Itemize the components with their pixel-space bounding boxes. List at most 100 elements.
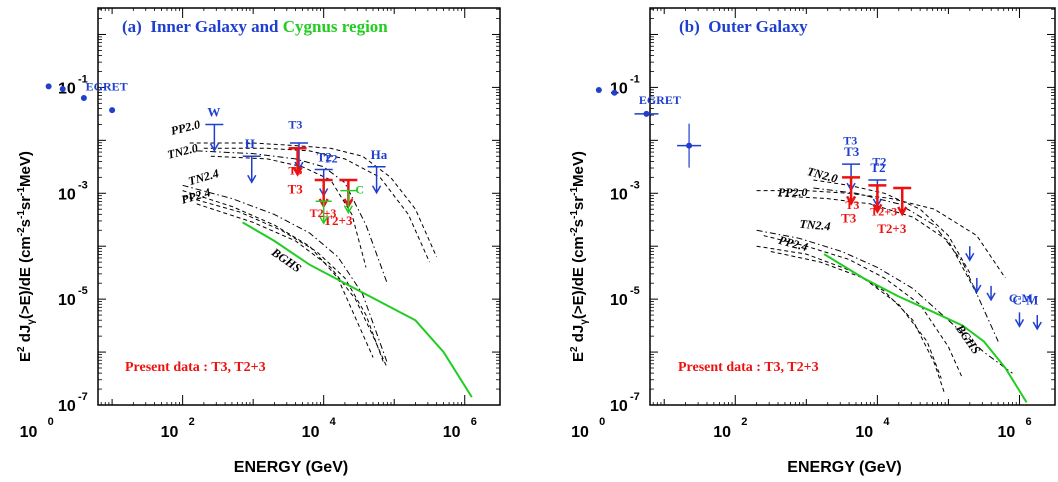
- y-axis-label-part: -1: [569, 187, 580, 196]
- x-tick-exponent: 2: [741, 416, 747, 428]
- egret-point: [45, 83, 52, 90]
- model-label: C-M: [1009, 291, 1033, 305]
- upper-limit-arrowhead: [247, 174, 257, 184]
- y-axis-label-part: dJ: [17, 325, 34, 347]
- plot-frame: [97, 7, 501, 406]
- upper-limit-label: T3: [288, 181, 304, 196]
- upper-limit-arrowhead: [872, 203, 883, 214]
- y-tick-exponent: -3: [630, 179, 640, 191]
- y-axis-label-part: sr: [17, 196, 34, 210]
- model-curve-pp2-4b: [770, 251, 942, 379]
- upper-limit-label: T2: [317, 149, 332, 164]
- model-label: PP2.4: [180, 185, 212, 207]
- model-label: T2+3: [310, 206, 337, 220]
- x-tick-label: 10: [302, 424, 320, 441]
- y-tick-exponent: -3: [78, 179, 88, 191]
- y-tick-label: 10: [610, 398, 628, 415]
- y-axis-label-part: -2: [16, 227, 27, 236]
- x-tick-exponent: 6: [471, 416, 477, 428]
- upper-limit-label: T2: [870, 160, 885, 175]
- model-curve-tn2-4: [756, 229, 1013, 374]
- model-curve-bghs: [823, 253, 1028, 403]
- x-tick-label: 10: [997, 424, 1015, 441]
- y-axis-label-part: 2: [569, 346, 580, 352]
- model-label: T3: [843, 134, 857, 148]
- chart-title-part: (b) Outer Galaxy: [679, 17, 808, 36]
- model-curve-tn2-0: [196, 150, 388, 284]
- model-label: T3: [845, 198, 859, 212]
- model-curve-pp2-0: [756, 190, 1006, 279]
- y-axis-label-part: γ: [579, 319, 590, 325]
- x-tick-label: 10: [855, 424, 873, 441]
- upper-limit-label: T3: [844, 144, 860, 159]
- y-tick-label: 10: [610, 292, 628, 309]
- model-label: TN2.4: [187, 166, 221, 188]
- y-tick-exponent: -7: [78, 391, 88, 403]
- x-tick-label: 10: [713, 424, 731, 441]
- upper-limit-arrowhead: [1032, 321, 1042, 331]
- model-curve-tn2-4b: [182, 190, 374, 358]
- upper-limit-arrowhead: [319, 215, 329, 225]
- egret-point: [611, 89, 618, 96]
- y-axis-label-part: sr: [570, 196, 587, 210]
- y-tick-exponent: -1: [630, 73, 640, 85]
- plot-frame: [649, 7, 1056, 406]
- y-axis-label-part: MeV): [570, 151, 587, 187]
- x-tick-label: 10: [571, 424, 589, 441]
- model-curve-tn2-4: [182, 184, 388, 363]
- y-axis-label: E2 dJγ(>E)/dE (cm-2s-1sr-1MeV): [569, 151, 590, 362]
- y-axis-label-part: -2: [569, 227, 580, 236]
- upper-limit-arrowhead: [986, 292, 996, 302]
- egret-label: EGRET: [639, 93, 681, 107]
- model-curve-pp2-4: [182, 195, 385, 363]
- model-label: PP2.0: [778, 185, 808, 199]
- y-axis-label-part: s: [570, 219, 587, 227]
- x-axis-label: ENERGY (GeV): [787, 459, 901, 476]
- y-tick-exponent: -7: [630, 391, 640, 403]
- upper-limit-arrowhead: [292, 166, 303, 177]
- x-tick-exponent: 2: [189, 416, 195, 428]
- egret-label: EGRET: [86, 79, 128, 93]
- model-label: T3: [288, 118, 302, 132]
- x-axis-label: ENERGY (GeV): [234, 459, 348, 476]
- y-axis-label-part: E: [570, 352, 587, 362]
- chart-title: (b) Outer Galaxy: [679, 17, 808, 36]
- y-axis-label-part: s: [17, 219, 34, 227]
- y-tick-exponent: -5: [630, 285, 640, 297]
- model-label: TN2.0: [166, 141, 199, 162]
- upper-limit-label: T2+3: [323, 213, 353, 228]
- y-tick-label: 10: [58, 398, 76, 415]
- footnote: Present data : T3, T2+3: [125, 360, 266, 375]
- upper-limit-label: T2+3: [877, 221, 907, 236]
- x-tick-label: 10: [443, 424, 461, 441]
- y-axis-label-part: -1: [569, 210, 580, 219]
- egret-point: [109, 107, 116, 114]
- y-axis-label-part: -1: [16, 187, 27, 196]
- model-label: BGHS: [952, 321, 983, 357]
- y-axis-label-part: (>E)/dE (cm: [17, 236, 34, 319]
- upper-limit-label: T3: [841, 210, 857, 225]
- y-axis-label: E2 dJγ(>E)/dE (cm-2s-1sr-1MeV): [16, 151, 37, 362]
- y-tick-exponent: -1: [78, 73, 88, 85]
- chart-title-part: Cygnus region: [283, 17, 389, 36]
- x-tick-label: 10: [161, 424, 179, 441]
- upper-limit-arrowhead: [294, 161, 304, 171]
- x-tick-label: 10: [20, 424, 38, 441]
- y-axis-label-part: E: [17, 352, 34, 362]
- egret-point: [59, 85, 66, 92]
- x-tick-exponent: 6: [1025, 416, 1031, 428]
- upper-limit-arrowhead: [1014, 318, 1025, 328]
- model-curve-bghs: [242, 221, 473, 398]
- model-curve-pp2-4b: [196, 203, 388, 369]
- model-label: TN2.0: [806, 164, 840, 186]
- y-tick-label: 10: [58, 292, 76, 309]
- model-label: PP2.0: [169, 117, 201, 138]
- upper-limit-label: C-M: [1012, 292, 1038, 307]
- model-label: T2+3: [870, 204, 897, 218]
- chart-title: (a) Inner Galaxy and Cygnus region: [122, 17, 388, 36]
- upper-limit-label: Ha: [371, 147, 388, 162]
- y-tick-exponent: -5: [78, 285, 88, 297]
- model-label: T2: [324, 152, 338, 166]
